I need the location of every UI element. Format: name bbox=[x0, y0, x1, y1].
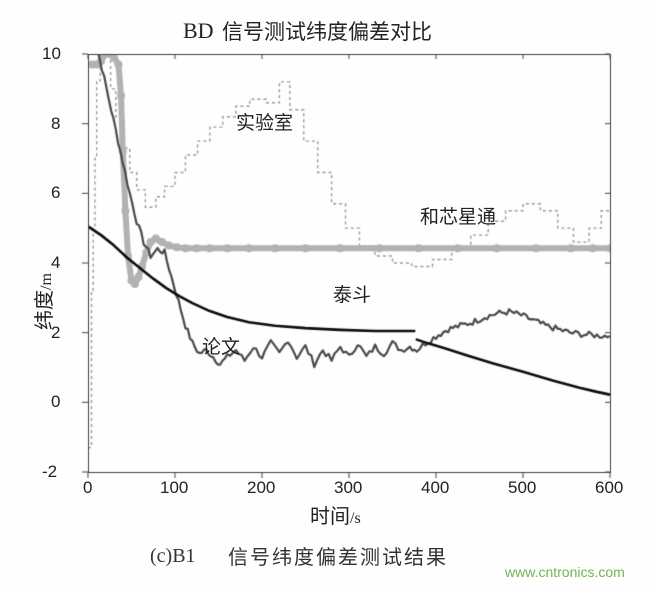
y-tick: 4 bbox=[51, 253, 80, 273]
y-tick: 0 bbox=[51, 392, 80, 412]
x-tick: 100 bbox=[160, 478, 188, 498]
caption-main: 信号纬度偏差测试结果 bbox=[228, 541, 448, 570]
y-tick: 10 bbox=[42, 44, 80, 64]
legend-taidou: 泰斗 bbox=[333, 280, 371, 307]
y-axis-label: 纬度/m bbox=[28, 273, 57, 330]
watermark: www.cntronics.com bbox=[505, 564, 625, 580]
y-tick: 8 bbox=[51, 114, 80, 134]
x-tick: 600 bbox=[595, 478, 623, 498]
legend-paper: 论文 bbox=[202, 332, 240, 359]
x-axis-label-sub: /s bbox=[350, 510, 361, 527]
legend-hexin: 和芯星通 bbox=[420, 202, 496, 229]
y-tick: -2 bbox=[42, 462, 80, 482]
y-tick: 2 bbox=[51, 323, 80, 343]
chart-title: 信号测试纬度偏差对比 bbox=[222, 16, 432, 46]
x-tick: 500 bbox=[508, 478, 536, 498]
y-tick: 6 bbox=[51, 183, 80, 203]
x-tick: 400 bbox=[421, 478, 449, 498]
y-axis-label-sub: /m bbox=[38, 273, 55, 290]
x-axis-label-main: 时间 bbox=[310, 506, 350, 528]
x-tick: 300 bbox=[334, 478, 362, 498]
x-axis-label: 时间/s bbox=[310, 500, 361, 529]
x-tick: 200 bbox=[247, 478, 275, 498]
x-tick: 0 bbox=[83, 478, 92, 498]
title-prefix: BD bbox=[183, 18, 214, 44]
legend-lab: 实验室 bbox=[236, 108, 293, 135]
caption-prefix: (c)B1 bbox=[150, 545, 196, 568]
